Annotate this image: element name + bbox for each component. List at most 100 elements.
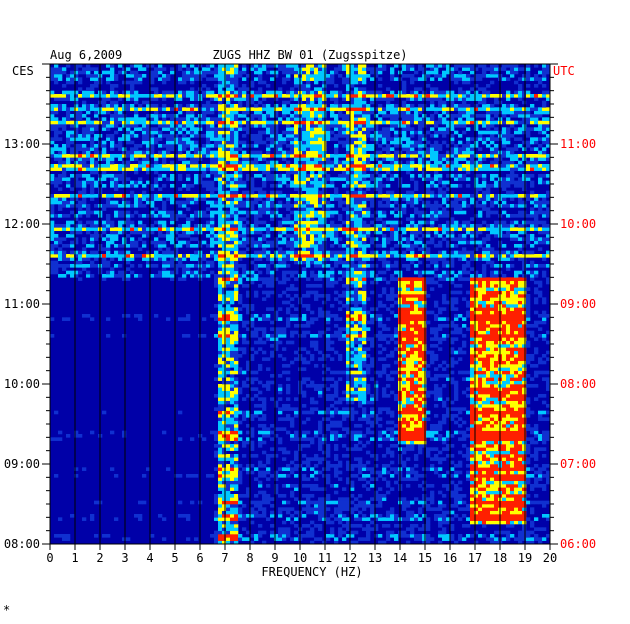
spectrogram-cell xyxy=(54,534,59,538)
spectrogram-cell xyxy=(494,464,499,468)
spectrogram-cell xyxy=(410,250,415,255)
spectrogram-cell xyxy=(422,524,427,528)
spectrogram-cell xyxy=(358,244,363,248)
spectrogram-cell xyxy=(522,444,527,448)
spectrogram-cell xyxy=(330,284,335,288)
spectrogram-cell xyxy=(354,364,359,368)
spectrogram-cell xyxy=(526,447,531,451)
spectrogram-cell xyxy=(530,437,535,441)
spectrogram-cell xyxy=(506,414,511,418)
spectrogram-cell xyxy=(262,540,267,545)
spectrogram-cell xyxy=(402,437,407,441)
spectrogram-cell xyxy=(462,444,467,448)
spectrogram-cell xyxy=(410,380,415,385)
spectrogram-cell xyxy=(258,514,263,518)
spectrogram-cell xyxy=(250,320,255,325)
spectrogram-cell xyxy=(366,530,371,535)
spectrogram-cell xyxy=(534,324,539,328)
spectrogram-cell xyxy=(218,404,223,408)
spectrogram-cell xyxy=(482,490,487,495)
spectrogram-cell xyxy=(474,354,479,358)
spectrogram-cell xyxy=(506,317,511,321)
spectrogram-cell xyxy=(278,384,283,388)
spectrogram-cell xyxy=(230,290,235,295)
spectrogram-cell xyxy=(222,444,227,448)
spectrogram-cell xyxy=(274,244,279,248)
spectrogram-cell xyxy=(346,337,351,341)
spectrogram-cell xyxy=(482,404,487,408)
spectrogram-cell xyxy=(446,374,451,378)
spectrogram-cell xyxy=(238,257,243,261)
spectrogram-cell xyxy=(318,444,323,448)
spectrogram-cell xyxy=(322,410,327,415)
spectrogram-cell xyxy=(510,487,515,491)
spectrogram-cell xyxy=(422,357,427,361)
spectrogram-cell xyxy=(226,260,231,265)
spectrogram-cell xyxy=(234,364,239,368)
spectrogram-cell xyxy=(518,347,523,351)
spectrogram-cell xyxy=(486,260,491,265)
spectrogram-cell xyxy=(410,470,415,475)
spectrogram-cell xyxy=(362,264,367,268)
spectrogram-cell xyxy=(234,454,239,458)
spectrogram-cell xyxy=(294,234,299,238)
spectrogram-cell xyxy=(270,510,275,515)
spectrogram-cell xyxy=(470,384,475,388)
spectrogram-cell xyxy=(474,514,479,518)
spectrogram-cell xyxy=(370,280,375,285)
spectrogram-cell xyxy=(482,524,487,528)
spectrogram-cell xyxy=(482,304,487,308)
spectrogram-cell xyxy=(406,387,411,391)
spectrogram-cell xyxy=(334,484,339,488)
spectrogram-cell xyxy=(486,300,491,305)
spectrogram-cell xyxy=(310,274,315,278)
spectrogram-cell xyxy=(486,424,491,428)
spectrogram-cell xyxy=(314,470,319,475)
spectrogram-cell xyxy=(326,534,331,538)
spectrogram-cell xyxy=(470,297,475,301)
spectrogram-cell xyxy=(474,404,479,408)
spectrogram-cell xyxy=(510,517,515,521)
spectrogram-cell xyxy=(230,337,235,341)
spectrogram-cell xyxy=(274,400,279,405)
spectrogram-cell xyxy=(318,244,323,248)
spectrogram-cell xyxy=(234,294,239,298)
spectrogram-cell xyxy=(214,497,219,501)
spectrogram-cell xyxy=(438,460,443,465)
spectrogram-cell xyxy=(358,447,363,451)
spectrogram-cell xyxy=(534,370,539,375)
spectrogram-cell xyxy=(410,350,415,355)
spectrogram-cell xyxy=(122,274,127,278)
spectrogram-cell xyxy=(246,284,251,288)
spectrogram-cell xyxy=(122,250,127,255)
spectrogram-cell xyxy=(262,500,267,505)
spectrogram-cell xyxy=(158,257,163,261)
spectrogram-cell xyxy=(102,260,107,265)
spectrogram-cell xyxy=(178,240,183,245)
spectrogram-cell xyxy=(422,324,427,328)
spectrogram-cell xyxy=(234,340,239,345)
spectrogram-cell xyxy=(502,337,507,341)
spectrogram-cell xyxy=(522,264,527,268)
spectrogram-cell xyxy=(490,477,495,481)
spectrogram-cell xyxy=(182,277,187,281)
spectrogram-cell xyxy=(530,270,535,275)
spectrogram-cell xyxy=(466,264,471,268)
spectrogram-cell xyxy=(506,487,511,491)
spectrogram-cell xyxy=(326,454,331,458)
spectrogram-cell xyxy=(434,234,439,238)
spectrogram-cell xyxy=(226,440,231,445)
spectrogram-cell xyxy=(278,427,283,431)
spectrogram-cell xyxy=(478,354,483,358)
spectrogram-cell xyxy=(522,310,527,315)
spectrogram-cell xyxy=(438,507,443,511)
spectrogram-cell xyxy=(546,264,551,268)
spectrogram-cell xyxy=(446,454,451,458)
spectrogram-cell xyxy=(530,537,535,541)
spectrogram-cell xyxy=(478,400,483,405)
spectrogram-cell xyxy=(318,424,323,428)
spectrogram-cell xyxy=(482,460,487,465)
spectrogram-cell xyxy=(526,407,531,411)
spectrogram-cell xyxy=(402,507,407,511)
spectrogram-cell xyxy=(438,474,443,478)
